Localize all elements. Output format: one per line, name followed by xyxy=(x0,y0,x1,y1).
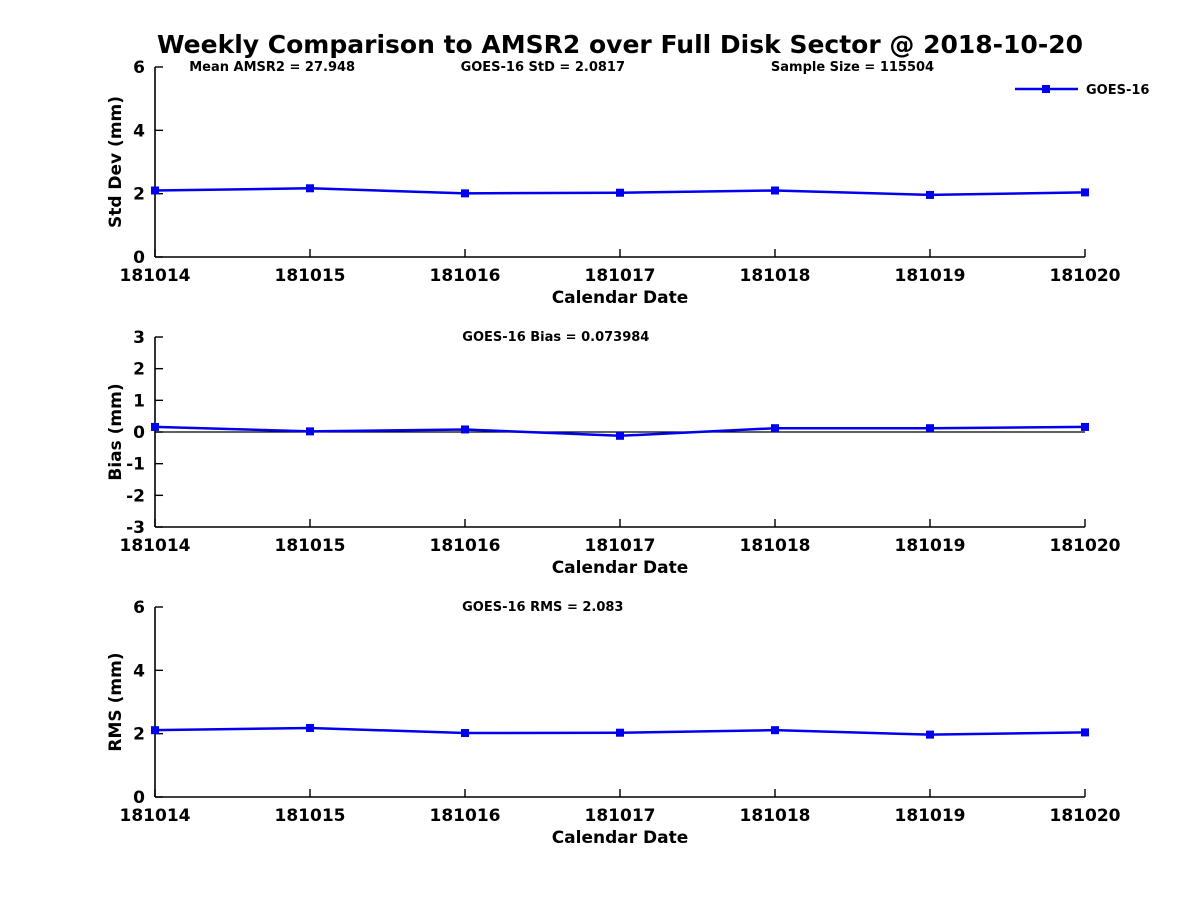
x-tick-label: 181015 xyxy=(275,536,346,556)
x-tick-label: 181016 xyxy=(430,536,501,556)
annotation-text: Mean AMSR2 = 27.948 xyxy=(189,60,355,75)
y-tick-label: 0 xyxy=(133,423,145,443)
x-tick-label: 181018 xyxy=(740,806,811,826)
y-tick-label: 1 xyxy=(133,391,145,411)
annotation-text: GOES-16 StD = 2.0817 xyxy=(461,60,625,75)
series-marker xyxy=(151,422,159,431)
legend-marker xyxy=(1042,85,1050,93)
series-marker xyxy=(926,190,934,199)
y-tick-label: 2 xyxy=(133,185,145,205)
series-marker xyxy=(151,186,159,195)
annotation-text: Sample Size = 115504 xyxy=(771,60,934,75)
x-tick-label: 181020 xyxy=(1050,536,1121,556)
series-marker xyxy=(461,729,469,738)
series-marker xyxy=(1081,422,1089,431)
series-marker xyxy=(306,427,314,436)
x-tick-label: 181014 xyxy=(120,806,191,826)
y-tick-label: 2 xyxy=(133,725,145,745)
y-tick-label: 4 xyxy=(133,661,145,681)
y-axis-label: RMS (mm) xyxy=(106,652,126,751)
series-marker xyxy=(926,424,934,433)
subplot-bias: -3 -2 -1 0 1 2 3 181014 181015 181016 181017 181018… xyxy=(106,328,1121,578)
x-axis-label: Calendar Date xyxy=(552,828,689,848)
series-marker xyxy=(616,188,624,197)
x-tick-label: 181018 xyxy=(740,536,811,556)
x-tick-label: 181020 xyxy=(1050,266,1121,286)
x-tick-label: 181015 xyxy=(275,806,346,826)
x-tick-label: 181020 xyxy=(1050,806,1121,826)
figure-title: Weekly Comparison to AMSR2 over Full Dis… xyxy=(156,30,1083,59)
y-tick-label: 6 xyxy=(133,598,145,618)
x-tick-label: 181017 xyxy=(585,806,656,826)
series-marker xyxy=(1081,728,1089,737)
series-marker xyxy=(151,726,159,735)
series-marker xyxy=(306,723,314,732)
y-tick-label: 3 xyxy=(133,328,145,348)
x-tick-label: 181014 xyxy=(120,266,191,286)
series-marker xyxy=(461,425,469,434)
x-axis-label: Calendar Date xyxy=(552,558,689,578)
y-tick-label: 6 xyxy=(133,58,145,78)
x-tick-label: 181016 xyxy=(430,806,501,826)
series-marker xyxy=(616,431,624,440)
x-tick-label: 181016 xyxy=(430,266,501,286)
y-tick-label: 0 xyxy=(133,248,145,268)
annotation-text: GOES-16 RMS = 2.083 xyxy=(462,600,623,615)
annotation-text: GOES-16 Bias = 0.073984 xyxy=(462,330,649,345)
x-axis-label: Calendar Date xyxy=(552,288,689,308)
legend-label: GOES-16 xyxy=(1086,83,1149,98)
x-tick-label: 181017 xyxy=(585,536,656,556)
y-tick-label: -1 xyxy=(126,455,145,475)
y-axis-label: Bias (mm) xyxy=(106,383,126,480)
series-marker xyxy=(306,184,314,193)
series-marker xyxy=(771,726,779,735)
subplot-std-dev: 0 2 4 6 181014 181015 181016 181017 181018 181019… xyxy=(106,58,1149,308)
series-marker xyxy=(461,189,469,198)
series-marker xyxy=(616,728,624,737)
series-marker xyxy=(926,730,934,739)
x-tick-label: 181019 xyxy=(895,806,966,826)
series-marker xyxy=(1081,188,1089,197)
x-tick-label: 181017 xyxy=(585,266,656,286)
y-tick-label: 2 xyxy=(133,360,145,380)
x-tick-label: 181018 xyxy=(740,266,811,286)
x-tick-label: 181019 xyxy=(895,266,966,286)
y-tick-label: -3 xyxy=(126,518,145,538)
x-tick-label: 181019 xyxy=(895,536,966,556)
y-axis-label: Std Dev (mm) xyxy=(106,96,126,228)
y-tick-label: 4 xyxy=(133,121,145,141)
subplot-rms: 0 2 4 6 181014 181015 181016 181017 181018 181019… xyxy=(106,598,1121,848)
y-tick-label: 0 xyxy=(133,788,145,808)
x-tick-label: 181014 xyxy=(120,536,191,556)
x-tick-label: 181015 xyxy=(275,266,346,286)
series-marker xyxy=(771,424,779,433)
y-tick-label: -2 xyxy=(126,486,145,506)
series-marker xyxy=(771,186,779,195)
